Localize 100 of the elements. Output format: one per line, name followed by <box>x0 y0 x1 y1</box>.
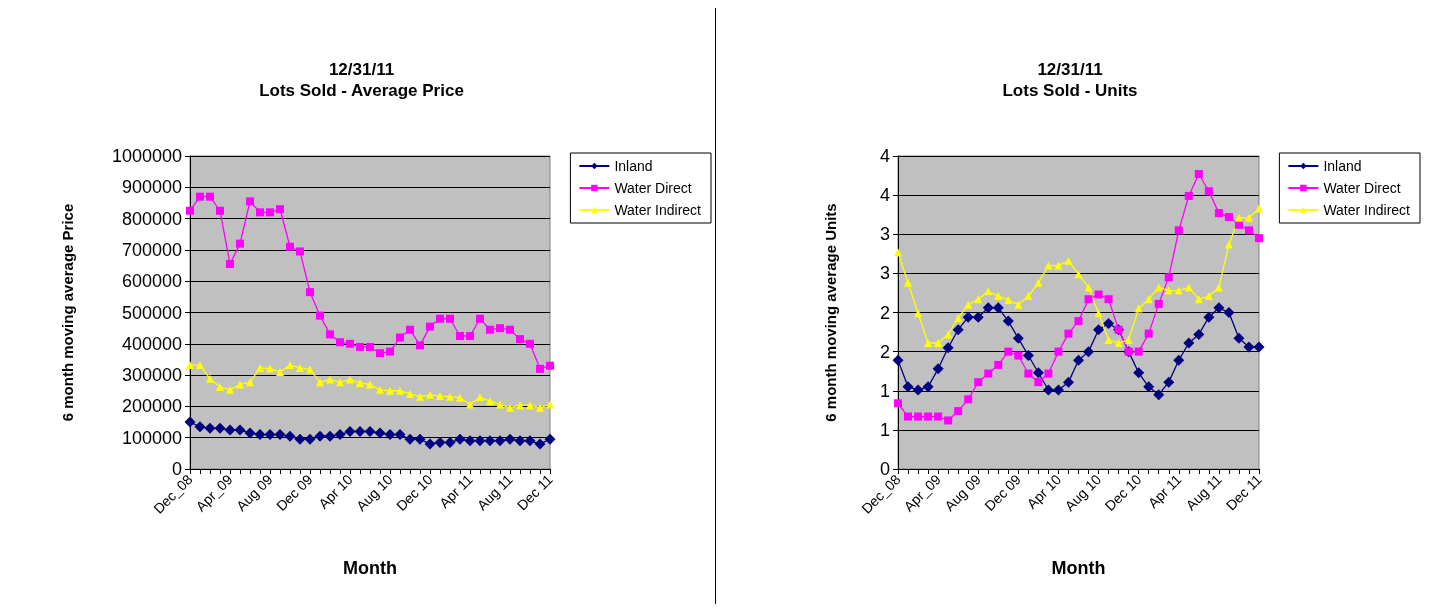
point <box>1244 213 1253 222</box>
point <box>1164 273 1173 282</box>
point <box>276 367 284 376</box>
point <box>476 393 484 402</box>
point <box>256 208 264 217</box>
point <box>524 435 536 447</box>
point <box>902 381 914 393</box>
y-tick-label: 1 <box>879 380 890 401</box>
point <box>186 361 194 370</box>
point <box>526 401 534 410</box>
point <box>1174 286 1183 295</box>
point <box>1224 213 1233 222</box>
point <box>414 433 426 445</box>
point <box>1223 307 1235 318</box>
point <box>944 416 953 425</box>
point <box>1244 226 1253 235</box>
point <box>972 311 984 323</box>
point <box>246 197 254 206</box>
x-tick-label: Aug 10 <box>353 471 396 514</box>
point <box>514 435 526 447</box>
point <box>992 302 1004 314</box>
y-axis-title: 6 month moving average Units <box>822 203 839 422</box>
point <box>356 378 364 387</box>
point <box>892 354 904 366</box>
point <box>1074 270 1083 279</box>
point <box>1174 226 1183 235</box>
legend-label: Water Indirect <box>1323 202 1411 218</box>
point <box>376 385 384 394</box>
legend-label: Water Direct <box>614 180 692 196</box>
point <box>476 314 484 323</box>
point <box>354 425 366 437</box>
point <box>336 378 344 387</box>
point <box>1002 315 1014 327</box>
point <box>914 412 923 421</box>
point <box>1173 354 1185 366</box>
y-tick-label: 1 <box>879 419 890 440</box>
y-tick-label: 1000000 <box>111 146 182 166</box>
point <box>534 438 546 450</box>
point <box>214 422 226 434</box>
point <box>206 374 214 383</box>
point <box>234 424 246 436</box>
point <box>254 429 266 441</box>
point <box>506 325 514 334</box>
point <box>894 248 902 257</box>
legend-label: Inland <box>1323 158 1362 174</box>
point <box>334 429 346 441</box>
x-tick-label: Apr 10 <box>315 471 356 512</box>
point <box>264 429 276 441</box>
point <box>496 324 504 333</box>
y-tick-label: 0 <box>879 459 890 479</box>
point <box>1014 300 1023 309</box>
chart-subtitle: Lots Sold - Units <box>1002 81 1138 100</box>
x-tick-label: Apr 11 <box>435 471 476 512</box>
point <box>294 433 306 445</box>
x-tick-label: Apr 11 <box>1144 471 1185 512</box>
point <box>922 381 934 393</box>
point <box>224 424 236 436</box>
x-tick-label: Aug 11 <box>473 471 516 514</box>
point <box>1084 283 1093 292</box>
point <box>284 430 296 442</box>
point <box>266 208 274 217</box>
point <box>376 349 384 358</box>
point <box>934 339 943 348</box>
point <box>296 363 304 372</box>
point <box>226 385 234 394</box>
point <box>1083 346 1095 358</box>
x-tick-label: Dec 09 <box>273 471 316 514</box>
point <box>366 342 374 351</box>
point <box>196 192 204 201</box>
point <box>1154 299 1163 308</box>
point <box>536 364 544 373</box>
y-tick-label: 300000 <box>121 365 182 386</box>
point <box>994 360 1003 369</box>
point <box>314 430 326 442</box>
point <box>1074 317 1083 326</box>
point <box>546 361 554 370</box>
point <box>974 378 983 387</box>
point <box>1255 234 1263 243</box>
point <box>296 247 304 256</box>
y-tick-label: 3 <box>879 224 890 245</box>
point <box>1024 369 1033 378</box>
chart-title: 12/31/11 <box>1037 60 1103 79</box>
point <box>516 401 524 410</box>
point <box>274 429 286 441</box>
y-tick-label: 500000 <box>121 302 182 323</box>
point <box>266 364 274 373</box>
point <box>366 380 374 389</box>
point <box>1062 376 1074 388</box>
point <box>416 392 424 401</box>
point <box>326 330 334 339</box>
y-tick-label: 2 <box>879 341 890 362</box>
y-tick-label: 800000 <box>121 208 182 229</box>
point <box>286 242 294 251</box>
point <box>326 375 334 384</box>
point <box>434 436 446 448</box>
point <box>346 375 354 384</box>
point <box>1164 286 1173 295</box>
point <box>952 324 964 336</box>
point <box>386 347 394 356</box>
point <box>496 400 504 409</box>
